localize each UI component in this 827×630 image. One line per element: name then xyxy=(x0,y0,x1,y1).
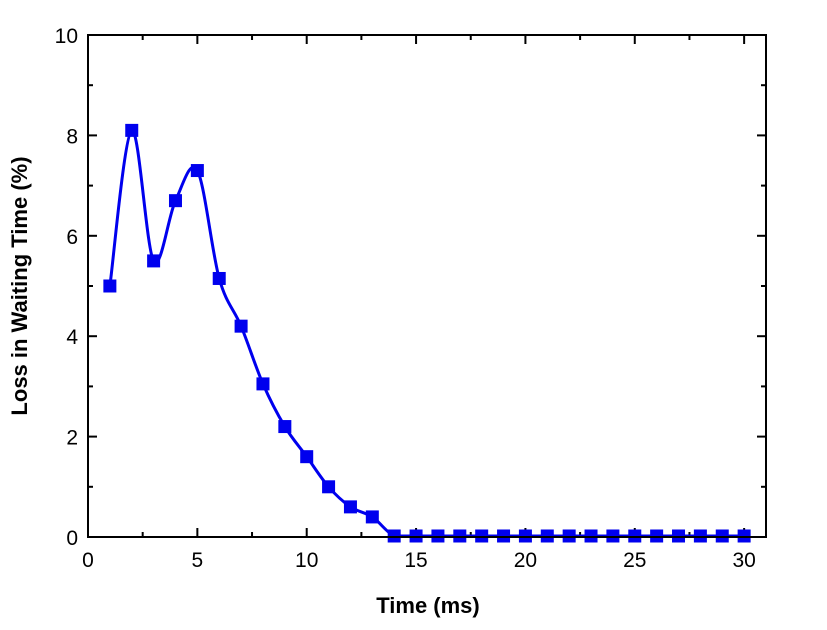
data-point-marker xyxy=(693,529,707,543)
data-point-marker xyxy=(322,480,336,494)
data-point-marker xyxy=(343,500,357,514)
data-point-marker xyxy=(715,529,729,543)
data-point-marker xyxy=(300,450,314,464)
data-point-marker xyxy=(212,271,226,285)
data-point-marker xyxy=(584,529,598,543)
data-point-marker xyxy=(125,123,139,137)
y-tick-label: 2 xyxy=(66,427,78,450)
data-point-marker xyxy=(540,529,554,543)
y-tick-label: 4 xyxy=(66,326,78,349)
data-point-marker xyxy=(256,377,270,391)
x-tick-label: 25 xyxy=(623,549,646,572)
data-point-marker xyxy=(672,529,686,543)
data-point-marker xyxy=(409,529,423,543)
y-axis-label: Loss in Waiting Time (%) xyxy=(7,156,32,415)
data-point-marker xyxy=(628,529,642,543)
data-point-marker xyxy=(387,529,401,543)
x-tick-label: 30 xyxy=(732,549,755,572)
data-point-marker xyxy=(518,529,532,543)
data-point-marker xyxy=(147,254,161,268)
data-point-marker xyxy=(737,529,751,543)
x-tick-label: 20 xyxy=(514,549,537,572)
y-tick-label: 0 xyxy=(66,527,78,550)
data-point-marker xyxy=(431,529,445,543)
y-tick-label: 6 xyxy=(66,226,78,249)
data-point-marker xyxy=(650,529,664,543)
data-point-marker xyxy=(365,510,379,524)
series-layer xyxy=(103,123,751,543)
y-tick-label: 10 xyxy=(55,25,78,48)
x-tick-label: 10 xyxy=(295,549,318,572)
data-point-marker xyxy=(168,194,182,208)
data-point-marker xyxy=(453,529,467,543)
ticks-layer: 0 5 10 15 20 25 30 0 2 4 6 8 10 xyxy=(55,25,766,572)
series-line xyxy=(108,128,745,538)
x-tick-label: 15 xyxy=(404,549,427,572)
data-point-marker xyxy=(562,529,576,543)
data-point-marker xyxy=(475,529,489,543)
x-tick-label: 5 xyxy=(192,549,204,572)
data-point-marker xyxy=(497,529,511,543)
data-point-marker xyxy=(278,420,292,434)
data-point-marker xyxy=(606,529,620,543)
x-axis-label: Time (ms) xyxy=(376,593,480,618)
data-point-marker xyxy=(190,164,204,178)
x-tick-label: 0 xyxy=(82,549,94,572)
data-point-marker xyxy=(103,279,117,293)
y-tick-label: 8 xyxy=(66,125,78,148)
plot-frame xyxy=(87,34,767,538)
data-point-marker xyxy=(234,319,248,333)
